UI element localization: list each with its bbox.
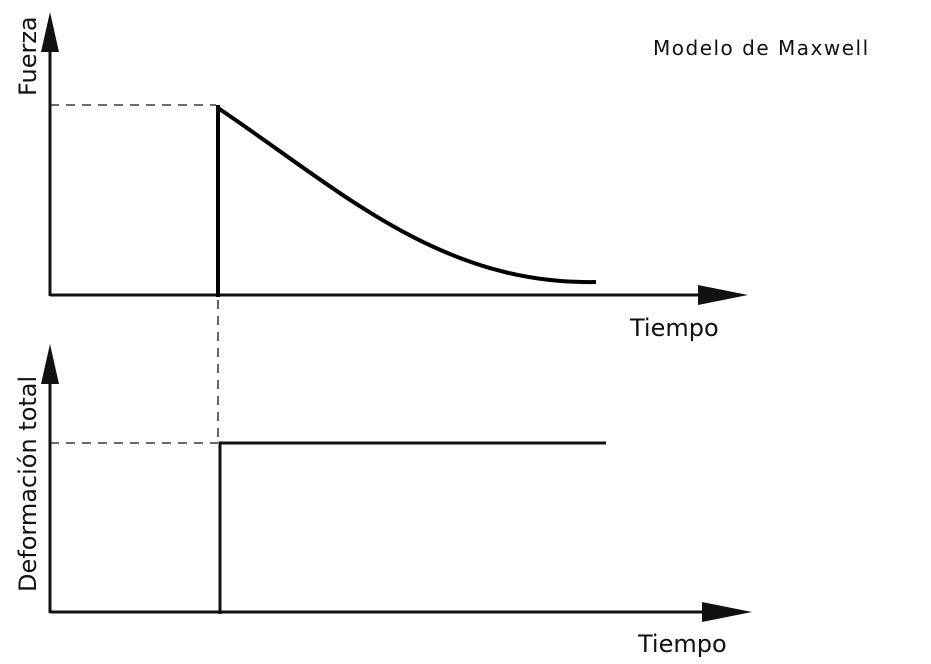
x-axis-label: Tiempo [637,630,727,658]
x-axis-label: Tiempo [629,314,719,342]
force-plot: Fuerza Tiempo [14,12,748,440]
x-arrow [698,285,748,305]
diagram-title: Modelo de Maxwell [653,36,870,60]
y-arrow [41,12,59,52]
y-arrow [41,344,59,384]
x-arrow [702,602,752,622]
deformation-plot: Deformación total Tiempo [14,344,752,658]
y-axis-label: Fuerza [14,16,42,96]
y-axis-label: Deformación total [14,376,42,592]
deformation-step [218,441,606,614]
force-decay-curve [216,106,597,285]
